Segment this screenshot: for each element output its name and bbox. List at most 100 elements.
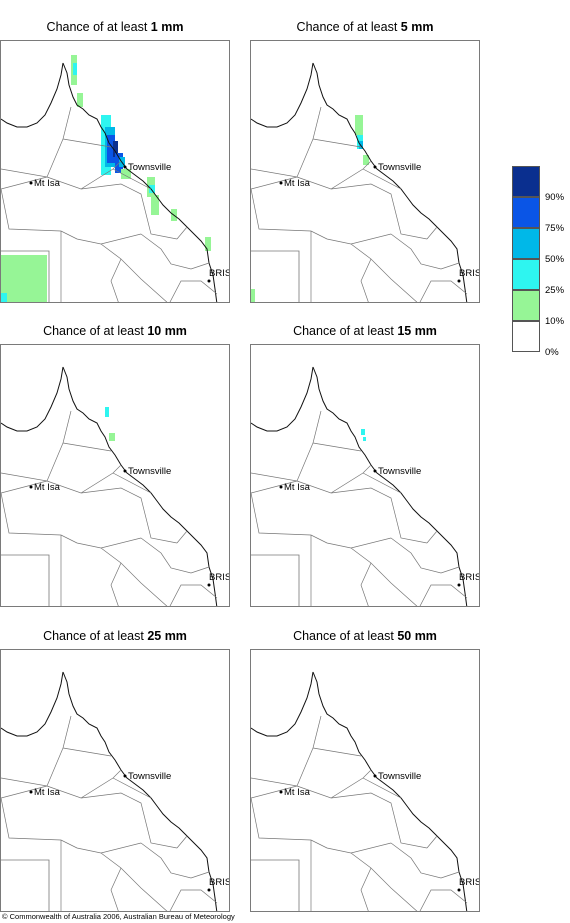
district-boundary: [80, 792, 178, 849]
label-brisbane: BRIS: [209, 268, 230, 279]
panel-title: Chance of at least 25 mm: [43, 629, 187, 643]
district-boundary: [112, 777, 152, 799]
gulf-coastline: [1, 62, 64, 128]
coastline: [312, 671, 468, 911]
label-townsville: Townsville: [128, 466, 171, 477]
map-canvas: Townsville Mt Isa BRIS: [1, 671, 230, 911]
map-canvas: Townsville Mt Isa BRIS: [1, 55, 230, 302]
legend-label-25: 25%: [545, 285, 565, 296]
district-boundary: [330, 792, 428, 849]
label-brisbane: BRIS: [459, 877, 480, 888]
rain-probability-patch: [105, 407, 109, 417]
coastline: [62, 671, 218, 911]
label-brisbane: BRIS: [459, 572, 480, 583]
inset-frame: [251, 859, 300, 911]
district-boundary: [251, 785, 298, 799]
district-boundary: [312, 747, 362, 757]
district-boundary: [140, 537, 210, 574]
district-boundary: [296, 769, 372, 799]
district-boundary: [110, 562, 122, 606]
label-townsville: Townsville: [378, 162, 421, 173]
panel-title: Chance of at least 10 mm: [43, 324, 187, 338]
district-boundary: [426, 530, 438, 544]
brisbane-dot: [457, 888, 461, 892]
panel-title: Chance of at least 1 mm: [46, 20, 184, 34]
district-boundary: [350, 852, 418, 911]
legend-label-75: 75%: [545, 223, 565, 234]
district-boundary: [251, 176, 298, 190]
district-boundary: [419, 280, 468, 302]
gulf-coastline: [251, 366, 314, 432]
district-boundary: [100, 852, 168, 911]
district-boundary: [296, 160, 372, 190]
legend-label-90: 90%: [545, 192, 565, 203]
legend-swatch-10: [512, 290, 540, 321]
rain-probability-patch: [149, 185, 155, 193]
district-boundary: [360, 867, 372, 911]
label-townsville: Townsville: [378, 466, 421, 477]
rain-probability-patch: [363, 155, 369, 165]
district-boundary: [1, 492, 142, 549]
rain-probability-patch: [1, 255, 47, 302]
townsville-dot: [373, 774, 377, 778]
mt-isa-dot: [279, 181, 283, 185]
gulf-coastline: [251, 671, 314, 737]
mt-isa-dot: [279, 790, 283, 794]
mt-isa-dot: [29, 181, 33, 185]
copyright-notice: © Commonwealth of Australia 2006, Austra…: [2, 912, 235, 921]
townsville-dot: [373, 165, 377, 169]
district-boundary: [176, 835, 188, 849]
label-brisbane: BRIS: [209, 572, 230, 583]
label-brisbane: BRIS: [209, 877, 230, 888]
brisbane-dot: [457, 279, 461, 283]
district-boundary: [350, 243, 418, 302]
rain-probability-patch: [121, 169, 131, 179]
district-boundary: [140, 233, 210, 270]
queensland-map: Townsville Mt Isa BRIS: [250, 344, 480, 607]
map-canvas: Townsville Mt Isa BRIS: [251, 366, 480, 606]
district-boundary: [390, 233, 460, 270]
label-mt-isa: Mt Isa: [284, 787, 311, 798]
district-boundary: [112, 472, 152, 494]
queensland-map: Townsville Mt Isa BRIS: [250, 649, 480, 912]
map-canvas: Townsville Mt Isa BRIS: [1, 366, 230, 606]
label-mt-isa: Mt Isa: [284, 178, 311, 189]
district-boundary: [362, 777, 402, 799]
district-boundary: [251, 492, 392, 549]
brisbane-dot: [207, 583, 211, 587]
district-boundary: [419, 889, 468, 911]
district-boundary: [251, 715, 322, 787]
district-boundary: [110, 867, 122, 911]
panel-title: Chance of at least 50 mm: [293, 629, 437, 643]
label-mt-isa: Mt Isa: [34, 482, 61, 493]
rain-probability-patch: [361, 429, 365, 435]
district-boundary: [330, 487, 428, 544]
district-boundary: [46, 464, 122, 494]
rain-probability-patch: [251, 289, 255, 302]
legend-swatch-0: [512, 321, 540, 352]
district-boundary: [362, 472, 402, 494]
inset-frame: [1, 554, 50, 606]
district-boundary: [100, 547, 168, 606]
queensland-map: Townsville Mt Isa BRIS: [0, 344, 230, 607]
district-boundary: [1, 715, 72, 787]
district-boundary: [330, 183, 428, 240]
district-boundary: [251, 188, 392, 245]
rain-probability-patch: [205, 237, 211, 251]
district-boundary: [1, 106, 72, 178]
district-boundary: [62, 138, 112, 148]
district-boundary: [62, 442, 112, 452]
district-boundary: [169, 889, 218, 911]
district-boundary: [390, 842, 460, 879]
label-mt-isa: Mt Isa: [34, 787, 61, 798]
district-boundary: [80, 183, 178, 240]
legend-swatch-25: [512, 259, 540, 290]
inset-frame: [251, 554, 300, 606]
rain-probability-patch: [107, 135, 115, 163]
district-boundary: [62, 747, 112, 757]
gulf-coastline: [1, 366, 64, 432]
townsville-dot: [373, 469, 377, 473]
district-boundary: [1, 410, 72, 482]
district-boundary: [350, 547, 418, 606]
label-townsville: Townsville: [378, 771, 421, 782]
